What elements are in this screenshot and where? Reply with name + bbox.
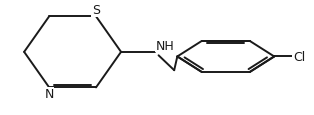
Text: Cl: Cl	[293, 50, 305, 63]
Text: NH: NH	[155, 40, 174, 52]
Text: N: N	[45, 88, 54, 101]
Text: S: S	[92, 4, 100, 17]
